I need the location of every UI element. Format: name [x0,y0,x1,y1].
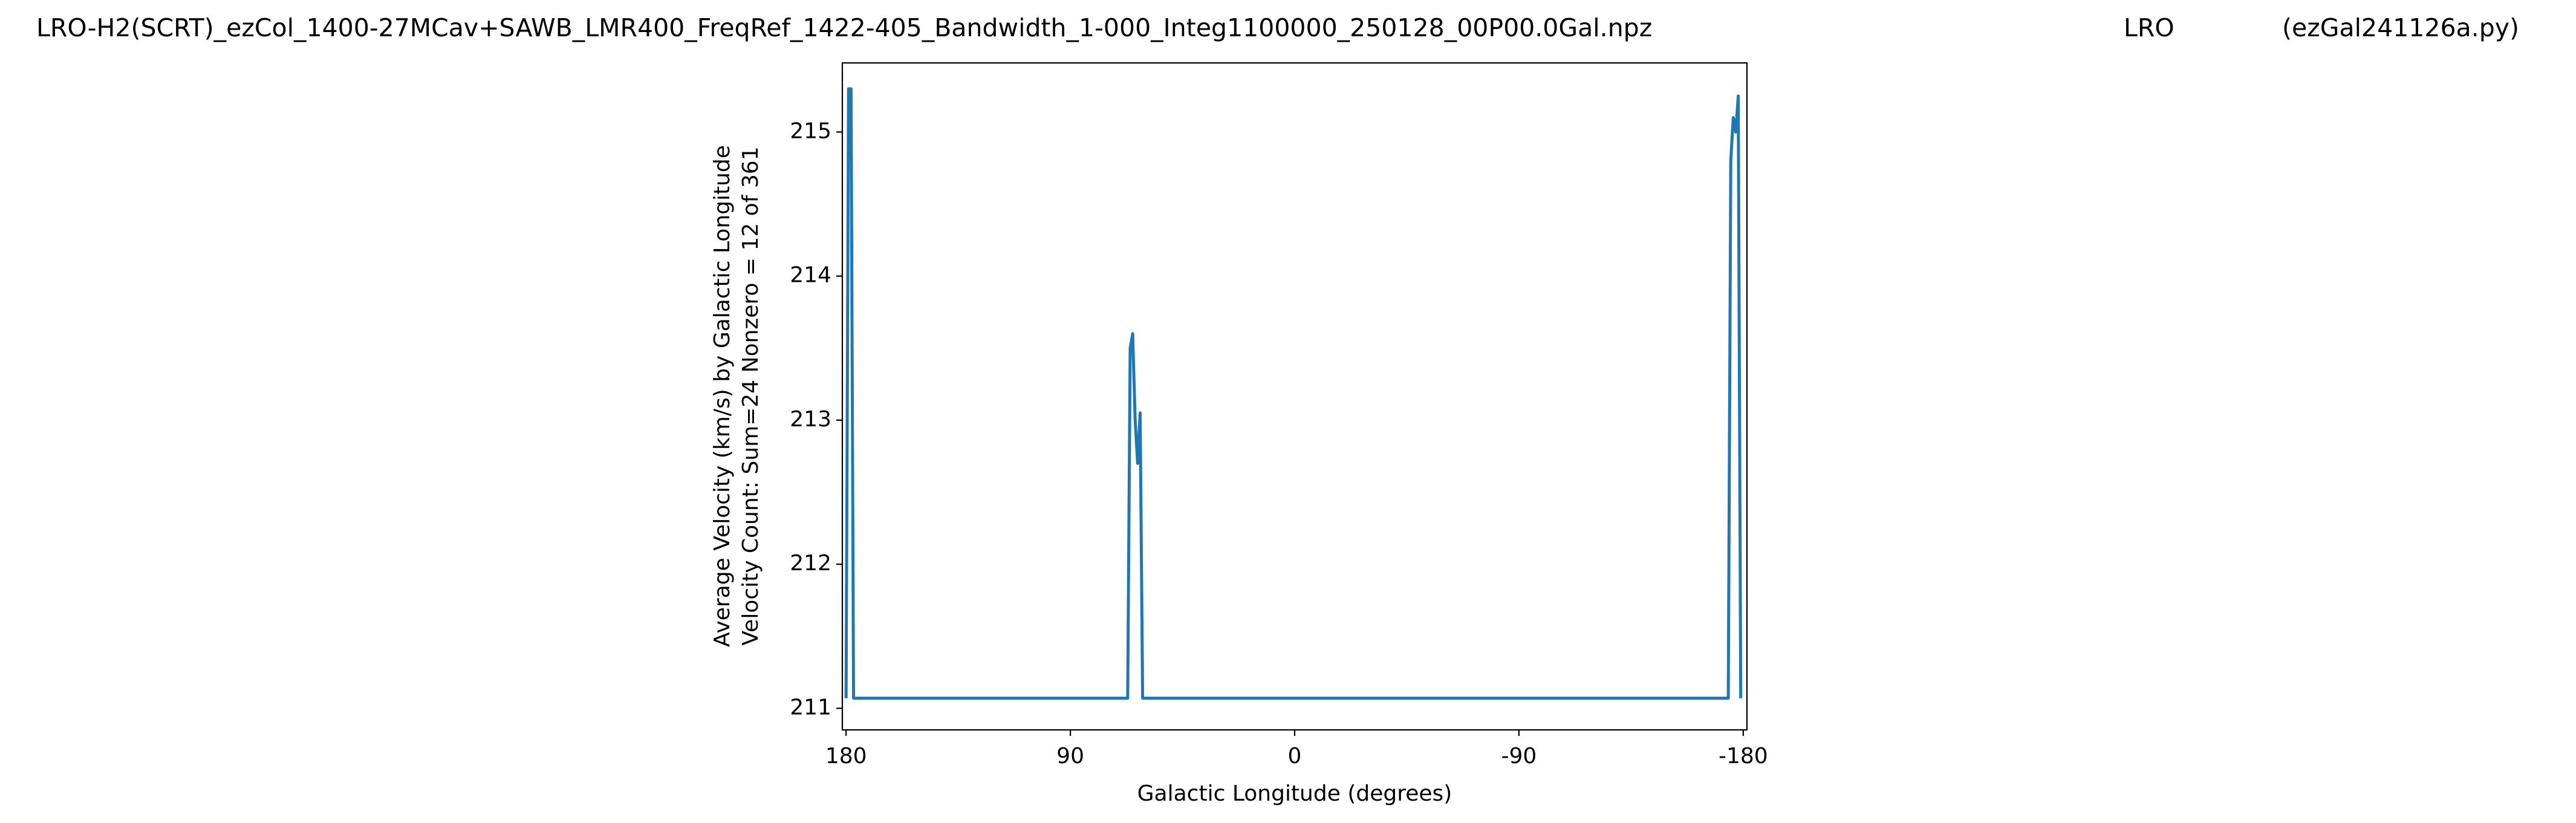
y-tick-label: 215 [790,119,831,143]
y-tick-label: 214 [790,263,831,288]
y-axis-label: Velocity Count: Sum=24 Nonzero = 12 of 3… [738,146,763,645]
chart-title-station: LRO [2124,13,2174,42]
chart-title-program: (ezGal241126a.py) [2282,13,2519,42]
chart-title: LRO-H2(SCRT)_ezCol_1400-27MCav+SAWB_LMR4… [36,13,1652,42]
x-axis-label: Galactic Longitude (degrees) [1137,781,1452,806]
plot-frame [841,62,1748,731]
y-tick-label: 213 [790,407,831,432]
data-line [844,87,1743,700]
x-tick-label: -90 [1501,744,1537,769]
x-tick-label: -180 [1719,744,1768,769]
x-tick-label: 0 [1288,744,1302,769]
y-tick-label: 212 [790,551,831,576]
x-tick-label: 90 [1056,744,1084,769]
y-axis-label: Average Velocity (km/s) by Galactic Long… [710,145,735,647]
x-tick-label: 180 [825,744,867,769]
y-tick-label: 211 [790,695,831,720]
